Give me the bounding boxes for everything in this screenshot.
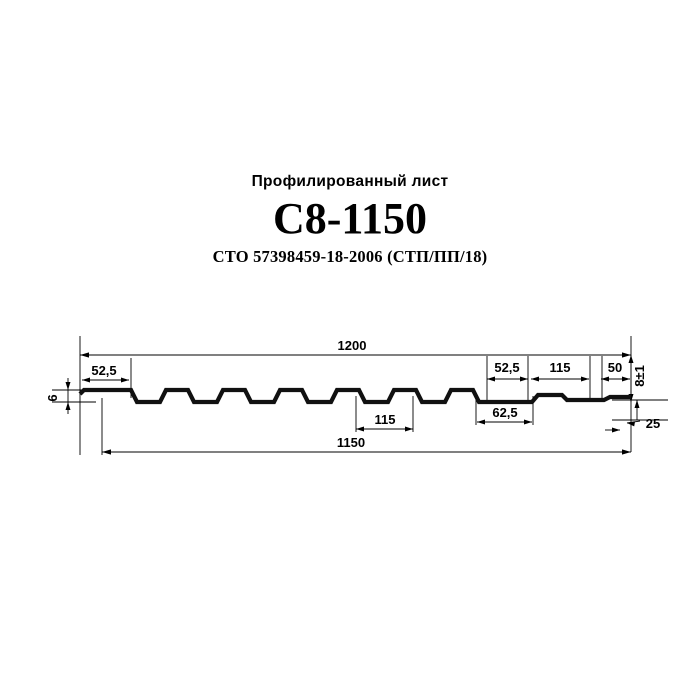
dim-label-50: 50 [608,360,622,375]
dimension-1150 [101,398,631,455]
leader-tick-right [605,427,620,433]
product-code-heading: C8-1150 [273,194,427,243]
sheet-profile-polyline [78,387,631,405]
product-subtitle: Профилированный лист [251,173,449,190]
dimension-50 [601,376,630,382]
dimension-1200 [80,352,631,358]
dimension-6-left-height [65,378,71,414]
dimension-25 [626,400,641,427]
dim-label-52-5-left: 52,5 [91,363,116,378]
dim-label-62-5: 62,5 [492,405,517,420]
dimension-52-5-right [487,376,528,382]
dim-label-1200: 1200 [338,338,367,353]
standard-reference: СТО 57398459-18-2006 (СТП/ПП/18) [212,247,488,266]
dim-label-115-bottom: 115 [375,412,396,427]
dimension-115-bottom [356,426,413,432]
title-block: Профилированный лист C8-1150 СТО 5739845… [0,172,700,267]
dim-label-6: 6 [45,394,60,401]
dim-label-25: 25 [646,416,660,431]
dimension-115-top [531,376,589,382]
dim-label-1150: 1150 [337,435,365,450]
dim-label-115-top: 115 [550,360,571,375]
dim-label-8pm1: 8±1 [632,365,647,387]
dimension-62-5 [477,419,532,425]
dimension-labels: 1200 52,5 6 52,5 115 50 8±1 115 62,5 25 … [45,338,660,450]
dim-label-52-5-right: 52,5 [494,360,519,375]
dimension-52-5-left [82,377,129,383]
